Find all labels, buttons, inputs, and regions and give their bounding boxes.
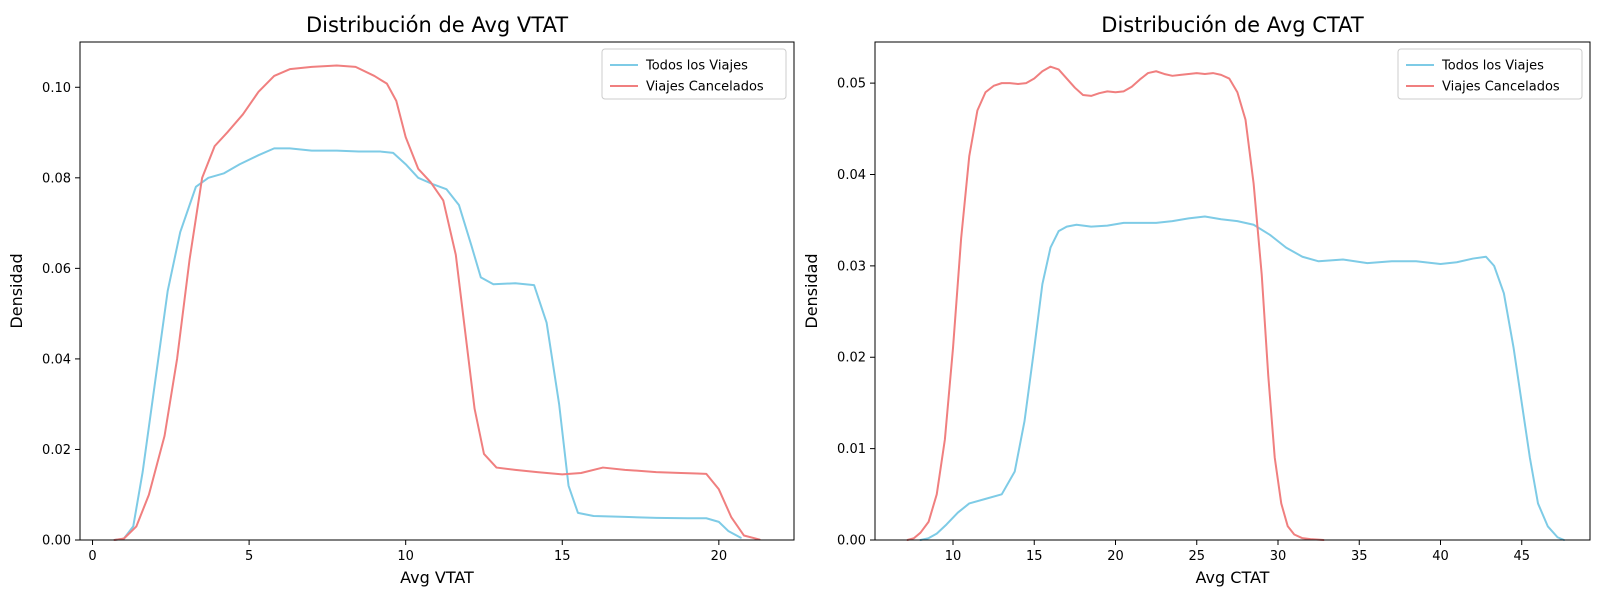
plot-frame [874, 41, 1591, 541]
y-tick-label: 0.04 [837, 168, 866, 183]
y-tick-label: 0.01 [837, 442, 866, 457]
legend-label: Todos los Viajes [645, 59, 748, 74]
legend-label: Todos los Viajes [1441, 59, 1544, 74]
y-tick-label: 0.04 [42, 352, 71, 367]
y-tick-label: 0.06 [42, 262, 71, 277]
y-tick-label: 0.00 [837, 534, 866, 549]
x-tick-label: 0 [88, 549, 96, 564]
y-tick-label: 0.02 [837, 351, 866, 366]
legend-item: Viajes Cancelados [610, 80, 764, 95]
x-axis-label: Avg VTAT [400, 568, 474, 587]
series-line-viajes-cancelados [113, 64, 761, 541]
legend: Todos los Viajes Viajes Cancelados [1397, 48, 1583, 100]
x-tick-label: 45 [1513, 549, 1530, 564]
y-tick-label: 0.03 [837, 259, 866, 274]
y-tick-label: 0.02 [42, 443, 71, 458]
y-tick-label: 0.00 [42, 534, 71, 549]
legend-box [601, 48, 787, 100]
series-group [113, 64, 761, 541]
legend-item: Todos los Viajes [1406, 59, 1544, 74]
legend-label: Viajes Cancelados [1442, 80, 1560, 95]
x-tick-label: 40 [1432, 549, 1449, 564]
x-tick-label: 5 [245, 549, 253, 564]
legend-label: Viajes Cancelados [646, 80, 764, 95]
chart-title: Distribución de Avg VTAT [306, 13, 568, 37]
x-tick-label: 15 [554, 549, 571, 564]
plot-frame [79, 41, 795, 541]
x-tick-label: 10 [397, 549, 414, 564]
y-tick-label: 0.08 [42, 171, 71, 186]
chart-avg-ctat: Distribución de Avg CTAT 10 15 20 25 30 35 40 45… [802, 13, 1591, 587]
x-tick-label: 20 [1107, 549, 1124, 564]
x-tick-label: 25 [1188, 549, 1205, 564]
series-line-todos-los-viajes [113, 147, 742, 541]
y-axis-label: Densidad [802, 253, 821, 328]
series-line-viajes-cancelados [906, 65, 1325, 541]
legend-item: Viajes Cancelados [1406, 80, 1560, 95]
x-tick-label: 35 [1351, 549, 1368, 564]
series-group [906, 65, 1565, 541]
x-tick-label: 20 [711, 549, 728, 564]
y-tick-label: 0.05 [837, 77, 866, 92]
chart-avg-vtat: Distribución de Avg VTAT 0 5 10 15 20 0.00 0.02… [7, 13, 795, 587]
y-tick-label: 0.10 [42, 81, 71, 96]
x-axis-label: Avg CTAT [1196, 568, 1270, 587]
legend: Todos los Viajes Viajes Cancelados [601, 48, 787, 100]
legend-item: Todos los Viajes [610, 59, 748, 74]
x-tick-label: 10 [945, 549, 962, 564]
legend-box [1397, 48, 1583, 100]
x-tick-label: 15 [1026, 549, 1043, 564]
x-tick-label: 30 [1270, 549, 1287, 564]
y-axis-label: Densidad [7, 253, 26, 328]
chart-title: Distribución de Avg CTAT [1101, 13, 1364, 37]
series-line-todos-los-viajes [919, 215, 1565, 541]
